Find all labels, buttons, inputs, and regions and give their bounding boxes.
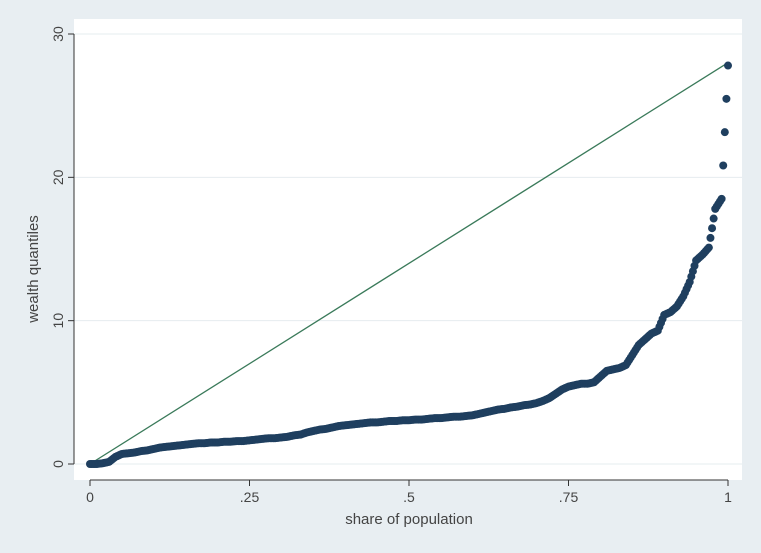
y-axis-label: wealth quantiles bbox=[25, 215, 42, 324]
x-tick-label: .5 bbox=[403, 489, 415, 505]
data-point-fill bbox=[706, 233, 715, 242]
gridlines bbox=[74, 33, 742, 465]
x-axis-label: share of population bbox=[345, 511, 473, 528]
data-point bbox=[724, 61, 732, 70]
x-tick-label: .75 bbox=[559, 489, 579, 505]
y-tick-label: 10 bbox=[50, 313, 66, 329]
plot-area bbox=[74, 19, 742, 480]
data-point-fill bbox=[720, 128, 729, 137]
data-point bbox=[717, 194, 726, 203]
x-tick-label: 0 bbox=[86, 489, 94, 505]
data-point-fill bbox=[708, 224, 717, 233]
y-tick-label: 30 bbox=[50, 26, 66, 42]
data-point-fill bbox=[722, 94, 731, 103]
axes: 0 10 20 30 0 .25 .5 .75 1 bbox=[50, 26, 732, 505]
data-point-fill bbox=[709, 214, 718, 223]
reference-line bbox=[89, 62, 729, 465]
data-points bbox=[86, 61, 732, 468]
y-tick-label: 20 bbox=[50, 169, 66, 185]
data-point bbox=[704, 243, 713, 252]
data-point-fill bbox=[719, 161, 728, 170]
x-tick-label: .25 bbox=[240, 489, 260, 505]
y-tick-label: 0 bbox=[50, 460, 66, 468]
x-tick-label: 1 bbox=[724, 489, 732, 505]
